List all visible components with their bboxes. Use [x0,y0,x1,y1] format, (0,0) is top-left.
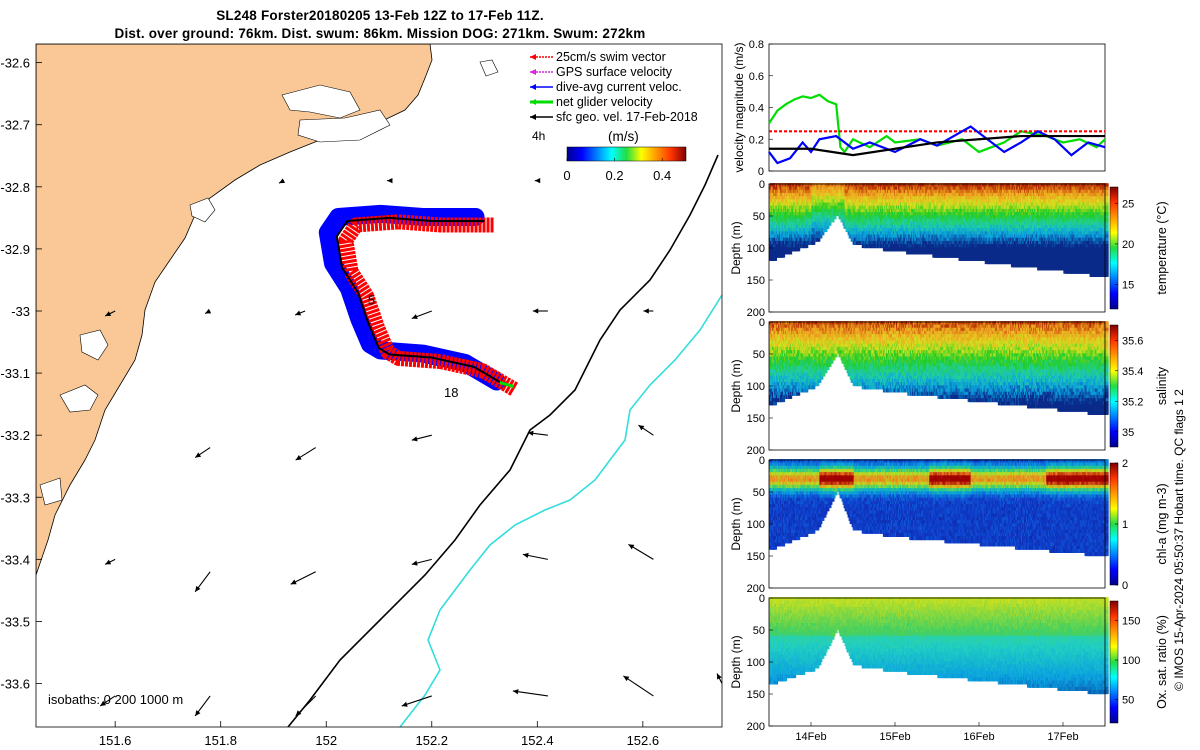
map-xtick-label: 151.8 [204,733,237,748]
map-ytick-label: -33.2 [0,428,30,443]
legend-time-tag: 4h [532,129,545,143]
heatmap-colorbar [1110,601,1118,723]
heatmap-ytick-label: 0 [759,179,765,191]
isobaths-label: isobaths: 0 200 1000 m [48,692,183,707]
velocity-ytick-label: 0.4 [749,103,764,115]
heatmap-ytick-label: 0 [759,317,765,329]
map-ytick-label: -32.7 [0,118,30,133]
map-ytick-label: -32.6 [0,56,30,71]
map-ytick-label: -33.1 [0,366,30,381]
heatmap-xtick-label: 14Feb [795,731,826,743]
map-ytick-label: -33.4 [0,552,30,567]
heatmap-colorbar-label: temperature (°C) [1155,201,1169,294]
legend-label: 25cm/s swim vector [556,50,666,64]
heatmap-colorbar-tick-label: 15 [1122,280,1134,292]
heatmap-colorbar-tick-label: 25 [1122,198,1134,210]
heatmap-ytick-label: 100 [747,243,765,255]
heatmap-ytick-label: 150 [747,551,765,563]
map-xtick-label: 152 [315,733,337,748]
heatmap-colorbar [1110,325,1118,447]
heatmap-ytick-label: 150 [747,413,765,425]
heatmap-xtick-label: 15Feb [879,731,910,743]
figure: 518 151.6 151.8 152 152.2 152.4 152.6-32.6-32… [0,0,1200,750]
map-colorbar-tick-label: 0 [563,168,570,183]
heatmap-xtick-label: 17Feb [1047,731,1078,743]
heatmap-colorbar [1110,187,1118,309]
heatmap-panel: 0 50 100 150 200 Depth (m) 50 100 150 Ox. sat. ra… [729,593,1169,743]
velocity-ytick-label: 0 [758,166,764,178]
map-xtick-label: 152.2 [415,733,448,748]
heatmap-xtick-label: 16Feb [963,731,994,743]
heatmap-ylabel: Depth (m) [729,221,743,274]
heatmap-colorbar-label: chl-a (mg m-3) [1155,483,1169,564]
heatmap-ytick-label: 50 [753,349,765,361]
map-colorbar-label: (m/s) [608,129,639,144]
heatmap-ytick-label: 100 [747,381,765,393]
map-colorbar-tick-label: 0.4 [653,168,671,183]
velocity-ytick-label: 0.6 [749,71,764,83]
velocity-ytick-label: 0.2 [749,134,764,146]
legend-label: net glider velocity [556,95,653,109]
legend-label: sfc geo. vel. 17-Feb-2018 [556,110,698,124]
track-label-5: 5 [368,292,375,307]
legend-label: GPS surface velocity [556,65,673,79]
heatmap-ytick-label: 150 [747,275,765,287]
heatmap-ytick-label: 0 [759,455,765,467]
heatmap-colorbar-label: salinity [1155,366,1169,405]
map-xtick-label: 152.4 [521,733,554,748]
map-ytick-label: -33 [11,304,30,319]
heatmap-colorbar-tick-label: 150 [1122,616,1140,628]
heatmap-colorbar-tick-label: 100 [1122,655,1140,667]
heatmap-ytick-label: 50 [753,625,765,637]
velocity-ylabel: velocity magnitude (m/s) [732,42,746,172]
map-colorbar [567,147,686,161]
heatmap-colorbar-label: Ox. sat. ratio (%) [1155,615,1169,709]
heatmap-ytick-label: 50 [753,487,765,499]
map-panel: 5 18 151.6 151.8 152 152.2 152.4 152.6 -32.6 -32… [0,44,722,748]
heatmap-colorbar-tick-label: 0 [1122,580,1128,592]
heatmap-ytick-label: 150 [747,689,765,701]
heatmap-ylabel: Depth (m) [729,497,743,550]
heatmap-colorbar-tick-label: 20 [1122,239,1134,251]
heatmap-colorbar-tick-label: 2 [1122,458,1128,470]
map-ytick-label: -33.3 [0,490,30,505]
heatmap-ylabel: Depth (m) [729,359,743,412]
heatmap-colorbar-tick-label: 35.4 [1122,366,1143,378]
map-ytick-label: -33.5 [0,614,30,629]
heatmap-ylabel: Depth (m) [729,635,743,688]
map-ytick-label: -33.6 [0,677,30,692]
legend-label: dive-avg current veloc. [556,80,682,94]
heatmap-ytick-label: 50 [753,211,765,223]
map-ytick-label: -32.8 [0,180,30,195]
heatmap-ytick-label: 200 [747,721,765,733]
map-ytick-label: -32.9 [0,242,30,257]
velocity-ytick-label: 0.8 [749,39,764,51]
heatmap-colorbar-tick-label: 35.6 [1122,335,1143,347]
track-label-18: 18 [444,385,458,400]
heatmap-ytick-label: 100 [747,657,765,669]
map-xtick-label: 151.6 [99,733,132,748]
heatmap-ytick-label: 0 [759,593,765,605]
map-xtick-label: 152.6 [627,733,660,748]
heatmap-ytick-label: 100 [747,519,765,531]
heatmap-colorbar-tick-label: 50 [1122,694,1134,706]
heatmap-colorbar-tick-label: 35 [1122,427,1134,439]
velocity-axes [769,44,1105,171]
map-colorbar-tick-label: 0.2 [606,168,624,183]
credit-text: © IMOS 15-Apr-2024 05:50:37 Hobart time.… [1172,389,1186,691]
heatmap-colorbar-tick-label: 1 [1122,519,1128,531]
heatmap-colorbar-tick-label: 35.2 [1122,396,1143,408]
